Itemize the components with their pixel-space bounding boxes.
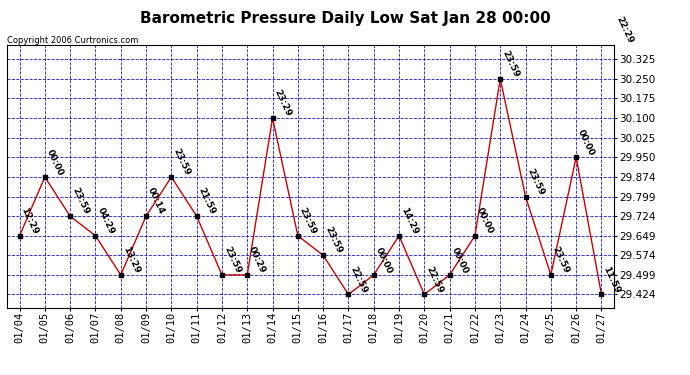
Text: 23:59: 23:59 [323, 225, 344, 255]
Text: 23:59: 23:59 [70, 186, 90, 216]
Text: 23:59: 23:59 [551, 245, 571, 275]
Text: Barometric Pressure Daily Low Sat Jan 28 00:00: Barometric Pressure Daily Low Sat Jan 28… [139, 11, 551, 26]
Text: 21:59: 21:59 [197, 186, 217, 216]
Text: 22:59: 22:59 [424, 265, 444, 294]
Text: 00:00: 00:00 [45, 148, 65, 177]
Text: 00:00: 00:00 [450, 246, 470, 275]
Text: 00:00: 00:00 [475, 207, 495, 236]
Text: 13:29: 13:29 [121, 245, 141, 275]
Text: 00:29: 00:29 [247, 245, 268, 275]
Text: 22:59: 22:59 [348, 265, 368, 294]
Text: 23:59: 23:59 [298, 206, 318, 236]
Text: 23:59: 23:59 [526, 167, 546, 196]
Text: 23:59: 23:59 [171, 147, 192, 177]
Text: 12:29: 12:29 [19, 206, 40, 236]
Text: 14:29: 14:29 [399, 206, 420, 236]
Text: 11:59: 11:59 [602, 265, 622, 294]
Text: Copyright 2006 Curtronics.com: Copyright 2006 Curtronics.com [7, 36, 138, 45]
Text: 00:00: 00:00 [374, 246, 394, 275]
Text: 22:29: 22:29 [614, 15, 634, 45]
Text: 00:14: 00:14 [146, 186, 166, 216]
Text: 23:59: 23:59 [222, 245, 242, 275]
Text: 00:00: 00:00 [576, 128, 596, 157]
Text: 23:29: 23:29 [273, 88, 293, 118]
Text: 23:59: 23:59 [500, 49, 520, 79]
Text: 04:29: 04:29 [95, 206, 116, 236]
